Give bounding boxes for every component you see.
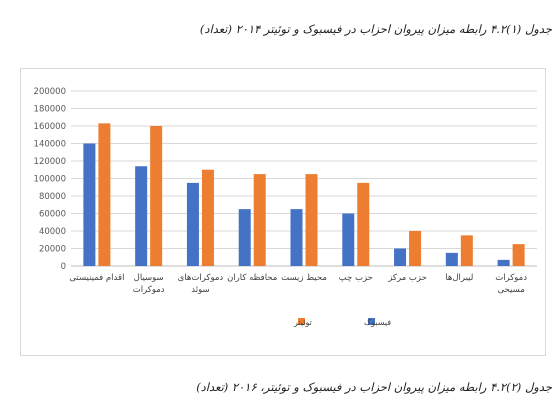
bar-facebook bbox=[290, 209, 303, 266]
y-tick-label: 160000 bbox=[34, 122, 66, 132]
y-tick-label: 60000 bbox=[39, 210, 66, 220]
bar-facebook bbox=[342, 213, 355, 266]
category-label: محافظه کاران bbox=[227, 273, 277, 283]
bar-chart: 0 20000 40000 60000 80000 100000 120000 140000 1… bbox=[34, 87, 537, 327]
table-caption-bottom: جدول (۲)۴.۲ رابطه میزان پیروان احزاب در … bbox=[196, 380, 552, 394]
category-label: دموکرات bbox=[133, 285, 165, 295]
category-label: مسیحی bbox=[497, 285, 524, 295]
bar-facebook bbox=[394, 248, 407, 266]
bar-facebook bbox=[135, 166, 148, 266]
category-label: اقدام فمینیستی bbox=[69, 273, 124, 283]
y-tick-label: 100000 bbox=[34, 175, 66, 185]
bar-twitter bbox=[409, 231, 422, 266]
legend-label: توئیتر bbox=[293, 318, 312, 327]
category-label: حزب چپ bbox=[339, 273, 373, 283]
bar-twitter bbox=[150, 126, 163, 266]
y-tick-label: 120000 bbox=[34, 157, 66, 167]
bar-facebook bbox=[83, 143, 96, 266]
y-tick-label: 140000 bbox=[34, 140, 66, 150]
bar-facebook bbox=[238, 209, 251, 266]
bar-facebook bbox=[186, 182, 199, 266]
category-label: حزب مرکز bbox=[387, 273, 427, 283]
bar-twitter bbox=[460, 235, 473, 266]
bar-twitter bbox=[357, 182, 370, 266]
table-caption-top: جدول (۱)۴.۲ رابطه میزان پیروان احزاب در … bbox=[199, 22, 552, 36]
y-tick-label: 200000 bbox=[34, 87, 66, 97]
bar-twitter bbox=[201, 169, 214, 266]
y-tick-label: 80000 bbox=[39, 192, 66, 202]
bar-twitter bbox=[253, 174, 266, 266]
legend-label: فیسبوک bbox=[364, 318, 391, 327]
bar-twitter bbox=[98, 123, 111, 266]
y-tick-label: 20000 bbox=[39, 245, 66, 255]
y-tick-label: 40000 bbox=[39, 227, 66, 237]
category-label: لیبرال‌ها bbox=[445, 273, 473, 283]
bar-twitter bbox=[305, 174, 318, 266]
bar-facebook bbox=[445, 252, 458, 266]
bar-facebook bbox=[497, 259, 510, 266]
category-label: دموکرات bbox=[495, 273, 527, 283]
category-label: سوسیال bbox=[134, 273, 164, 283]
category-label: دموکرات‌های bbox=[178, 273, 224, 283]
bar-twitter bbox=[512, 244, 525, 266]
category-label: محیط زیست bbox=[281, 273, 327, 283]
y-tick-label: 180000 bbox=[34, 105, 66, 115]
legend-swatch bbox=[298, 318, 305, 325]
chart-frame: 0 20000 40000 60000 80000 100000 120000 140000 1… bbox=[20, 68, 546, 356]
y-tick-label: 0 bbox=[61, 262, 66, 272]
category-label: سوئد bbox=[191, 285, 209, 295]
legend-swatch bbox=[368, 318, 375, 325]
